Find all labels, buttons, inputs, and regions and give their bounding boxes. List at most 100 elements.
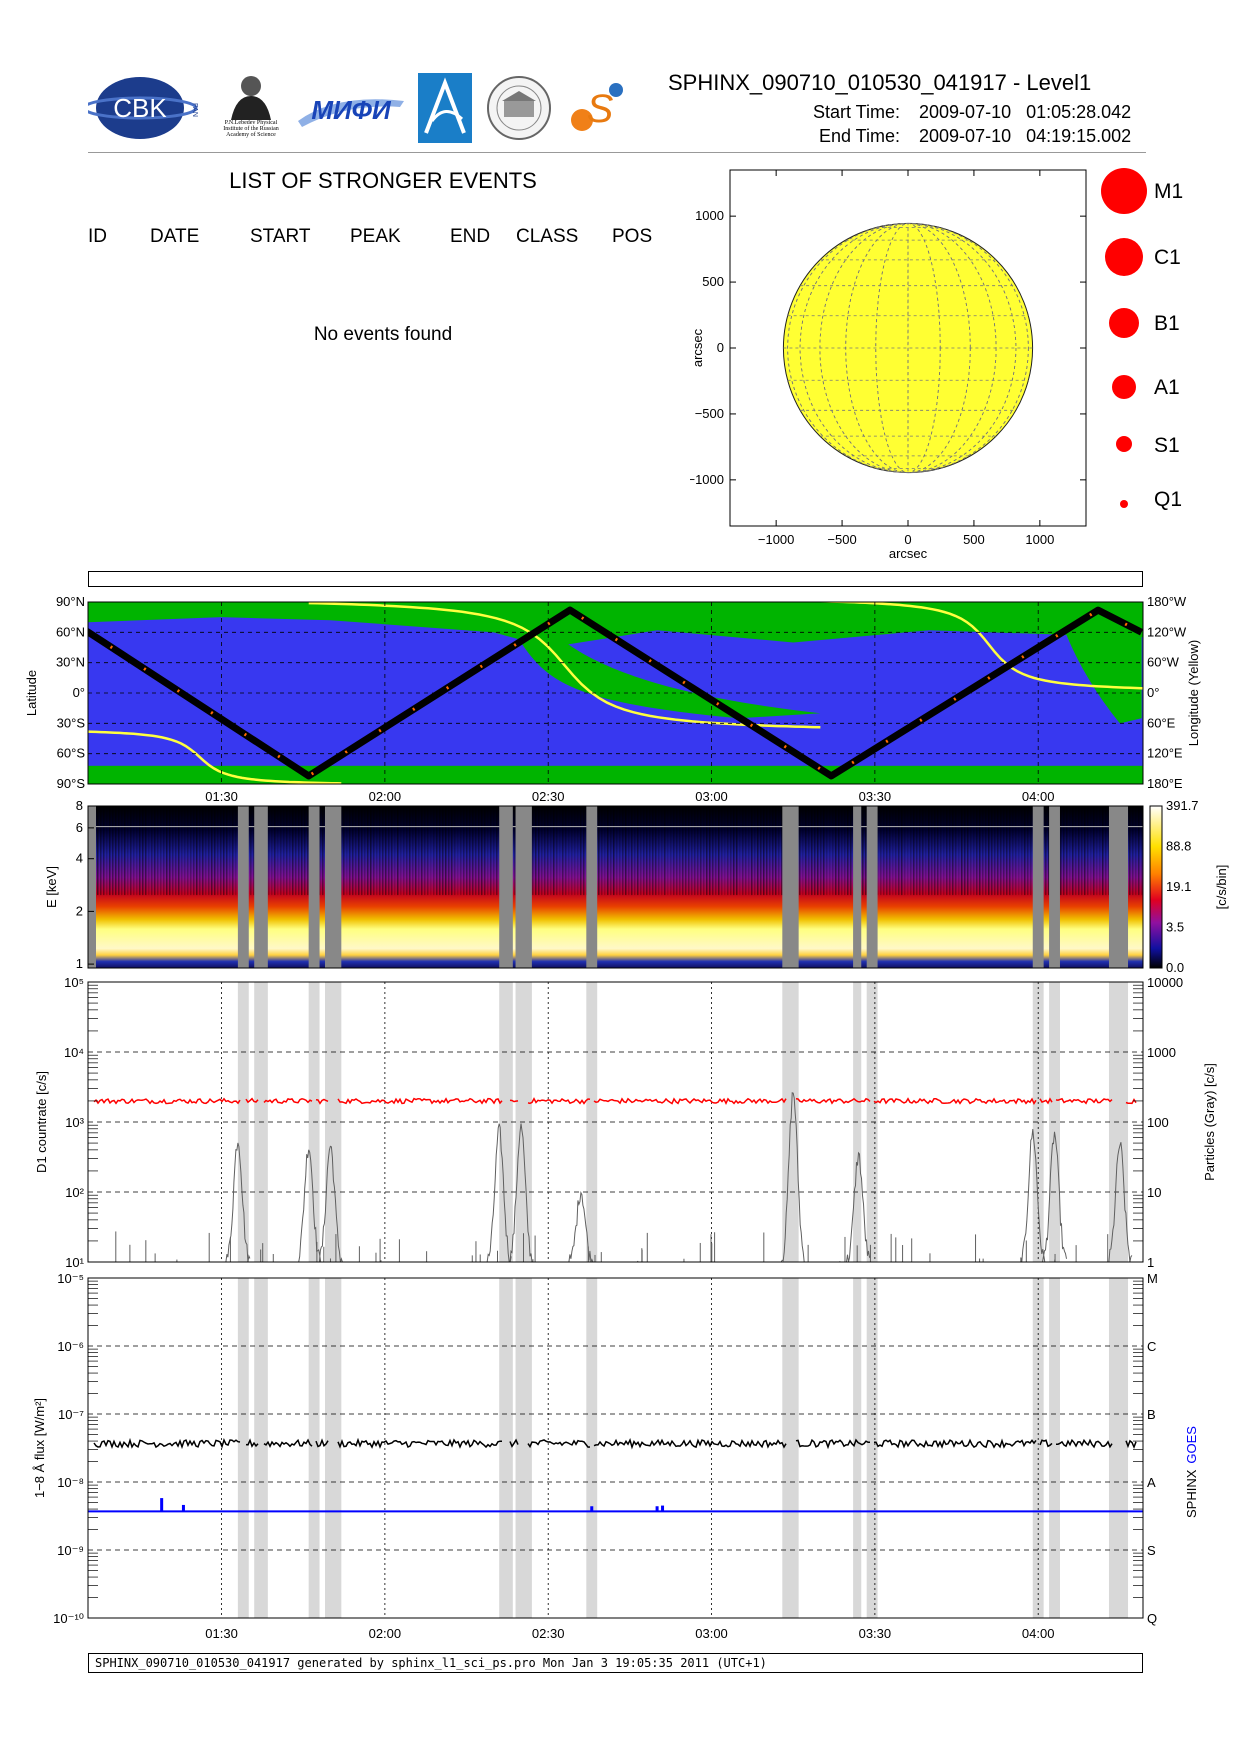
map-lat-label: 90°S bbox=[57, 776, 86, 791]
spectrogram-noise bbox=[373, 806, 375, 896]
spectrogram-noise bbox=[1000, 806, 1002, 896]
spectrogram-noise bbox=[496, 806, 498, 896]
disk-xtick-label: −500 bbox=[827, 532, 856, 547]
spectrogram-noise bbox=[772, 806, 774, 896]
particles-ytick-label: 10 bbox=[1147, 1185, 1161, 1200]
spectrogram-noise bbox=[1135, 806, 1137, 896]
spectrogram-noise bbox=[364, 806, 366, 896]
particles-ytick-label: 1 bbox=[1147, 1255, 1154, 1270]
spectrogram-noise bbox=[100, 806, 102, 896]
spectrogram-noise bbox=[307, 806, 309, 896]
spectrogram-noise bbox=[961, 806, 963, 896]
spectrogram-noise bbox=[829, 806, 831, 896]
spectrogram-noise bbox=[916, 806, 918, 896]
spectrogram-noise bbox=[433, 806, 435, 896]
spectrogram-noise bbox=[958, 806, 960, 896]
spectrogram-noise bbox=[649, 806, 651, 896]
spectrogram-noise bbox=[619, 806, 621, 896]
spectrogram-noise bbox=[1078, 806, 1080, 896]
institute-blue-logo bbox=[416, 72, 474, 144]
flux-time-label: 03:00 bbox=[695, 1626, 728, 1641]
spectrogram-noise bbox=[319, 806, 321, 896]
spectrogram-noise bbox=[1015, 806, 1017, 896]
map-lon-label: 60°E bbox=[1147, 715, 1176, 730]
spectrogram-noise bbox=[436, 806, 438, 896]
map-frame bbox=[87, 601, 1144, 785]
spectrogram-noise bbox=[760, 806, 762, 896]
spectrogram-noise bbox=[232, 806, 234, 896]
spectrogram-noise bbox=[358, 806, 360, 896]
spectrogram-noise bbox=[949, 806, 951, 896]
spectrogram-noise bbox=[742, 806, 744, 896]
spectrogram-noise bbox=[988, 806, 990, 896]
spectrogram-noise bbox=[580, 806, 582, 896]
spectrogram-noise bbox=[145, 806, 147, 896]
disk-longitude-line bbox=[787, 223, 1029, 473]
spectrogram-noise bbox=[295, 806, 297, 896]
spectrogram-noise bbox=[631, 806, 633, 896]
spec-ytick-label: 2 bbox=[76, 903, 83, 918]
spectrogram-noise bbox=[925, 806, 927, 896]
spectrogram-noise bbox=[1093, 806, 1095, 896]
spectrogram-noise bbox=[379, 806, 381, 896]
spectrogram-noise bbox=[442, 806, 444, 896]
spectrogram-noise bbox=[865, 806, 867, 896]
map-ylabel: Latitude bbox=[24, 670, 39, 716]
spectrogram-noise bbox=[1072, 806, 1074, 896]
flux-time-label: 02:30 bbox=[532, 1626, 565, 1641]
spectrogram-noise bbox=[133, 806, 135, 896]
spectrogram-noise bbox=[406, 806, 408, 896]
flux-class-label: C bbox=[1147, 1339, 1156, 1354]
spectrogram-noise bbox=[472, 806, 474, 896]
spectrogram-noise bbox=[724, 806, 726, 896]
shaded-interval bbox=[324, 1278, 342, 1618]
spectrogram-noise bbox=[670, 806, 672, 896]
spec-colorbar bbox=[1149, 805, 1163, 969]
longitude-line bbox=[820, 602, 1143, 690]
spectrogram-noise bbox=[1018, 806, 1020, 896]
spectrogram-noise bbox=[136, 806, 138, 896]
status-bar bbox=[88, 571, 1143, 587]
d1-ytick-label: 10³ bbox=[65, 1115, 84, 1130]
shaded-interval bbox=[237, 1278, 249, 1618]
spectrogram-noise bbox=[898, 806, 900, 896]
colorbar-tick-label: 88.8 bbox=[1166, 839, 1191, 854]
spectrogram-noise bbox=[652, 806, 654, 896]
spectrogram-noise bbox=[250, 806, 252, 896]
flux-class-label: Q bbox=[1147, 1611, 1157, 1626]
spectrogram-noise bbox=[841, 806, 843, 896]
spectrogram-noise bbox=[823, 806, 825, 896]
map-lon-label: 120°E bbox=[1147, 746, 1183, 761]
map-time-label: 04:00 bbox=[1022, 789, 1055, 804]
spectrogram-noise bbox=[190, 806, 192, 896]
data-gap bbox=[515, 806, 532, 968]
spectrogram-noise bbox=[400, 806, 402, 896]
flare-class-legend: M1 C1 B1 A1 S1 Q1 bbox=[1100, 160, 1240, 540]
col-pos: POS bbox=[612, 226, 653, 247]
spectrogram-noise bbox=[1063, 806, 1065, 896]
spectrogram-noise bbox=[118, 806, 120, 896]
map-layers bbox=[88, 602, 1143, 784]
spectrogram-noise bbox=[667, 806, 669, 896]
spectrogram-noise bbox=[412, 806, 414, 896]
map-lon-label: 0° bbox=[1147, 685, 1159, 700]
spectrogram-noise bbox=[982, 806, 984, 896]
spectrogram-noise bbox=[706, 806, 708, 896]
spectrogram-noise bbox=[103, 806, 105, 896]
spectrogram-noise bbox=[970, 806, 972, 896]
spectrogram-noise bbox=[343, 806, 345, 896]
spectrogram-noise bbox=[820, 806, 822, 896]
spectrogram-noise bbox=[601, 806, 603, 896]
spectrogram-noise bbox=[556, 806, 558, 896]
spectrogram-noise bbox=[862, 806, 864, 896]
spectrogram-noise bbox=[979, 806, 981, 896]
spec-ytick-label: 6 bbox=[76, 820, 83, 835]
spectrogram-noise bbox=[955, 806, 957, 896]
flux-time-label: 01:30 bbox=[205, 1626, 238, 1641]
col-start: START bbox=[250, 226, 311, 247]
spectrogram-noise bbox=[976, 806, 978, 896]
spectrogram-noise bbox=[616, 806, 618, 896]
spectrogram-noise bbox=[847, 806, 849, 896]
spectrogram-noise bbox=[208, 806, 210, 896]
data-gap bbox=[88, 806, 96, 968]
